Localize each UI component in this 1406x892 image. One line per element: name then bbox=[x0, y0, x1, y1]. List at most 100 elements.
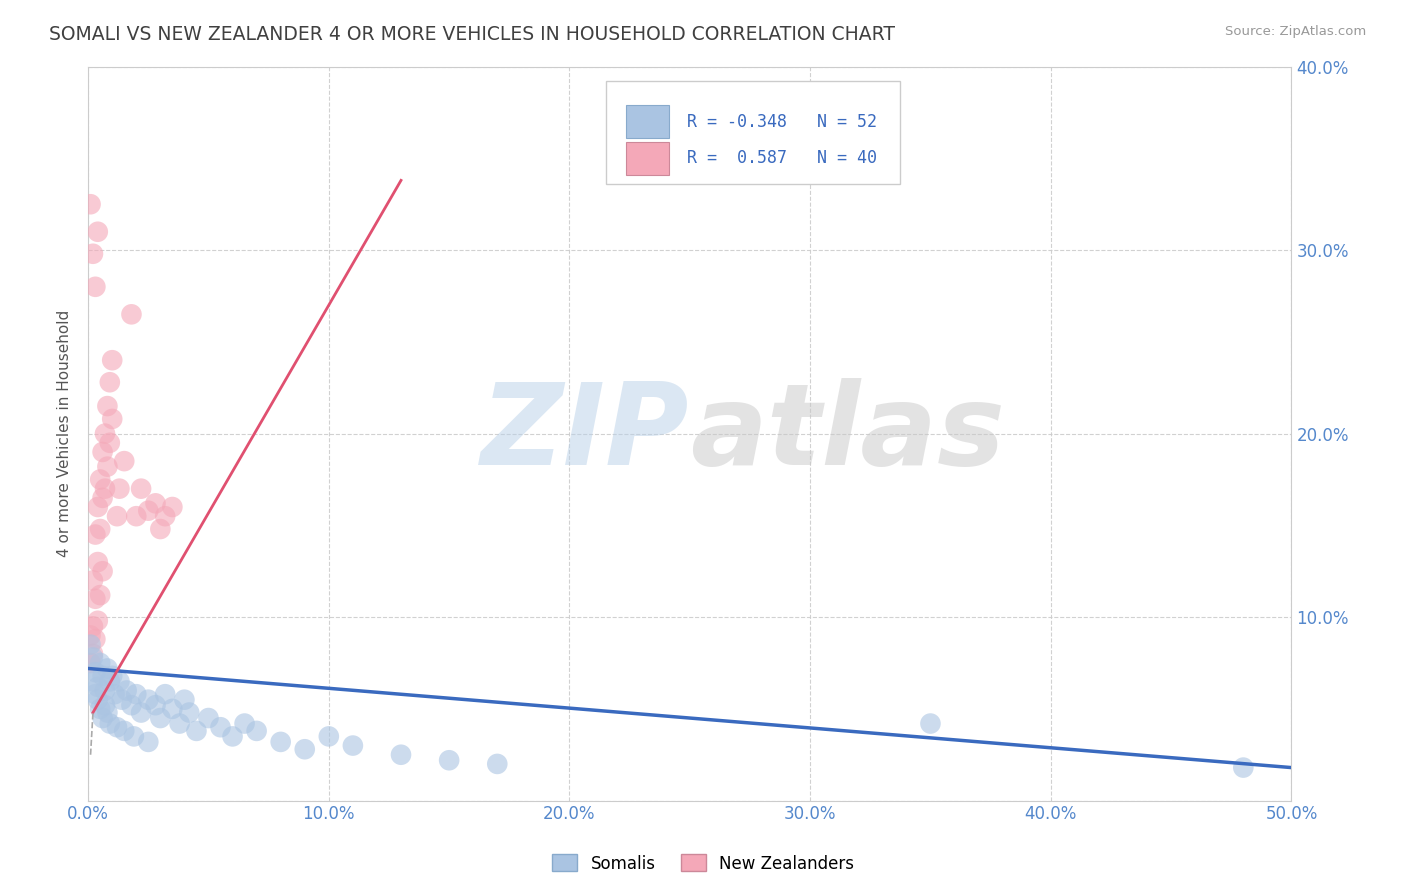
Point bbox=[89, 473, 111, 487]
FancyBboxPatch shape bbox=[606, 81, 900, 184]
Point bbox=[104, 687, 127, 701]
Point bbox=[111, 692, 134, 706]
Point bbox=[91, 711, 114, 725]
Point bbox=[115, 683, 138, 698]
Point bbox=[89, 656, 111, 670]
Point bbox=[186, 723, 208, 738]
Point bbox=[87, 680, 110, 694]
Point bbox=[91, 445, 114, 459]
Point bbox=[197, 711, 219, 725]
Point bbox=[920, 716, 942, 731]
Point bbox=[79, 197, 101, 211]
Point bbox=[84, 280, 107, 294]
Point bbox=[98, 376, 121, 390]
Point bbox=[153, 687, 176, 701]
Point bbox=[105, 509, 128, 524]
Point bbox=[162, 702, 184, 716]
Point bbox=[87, 555, 110, 569]
Legend: Somalis, New Zealanders: Somalis, New Zealanders bbox=[546, 847, 860, 880]
Point bbox=[84, 591, 107, 606]
Point bbox=[87, 500, 110, 514]
Point bbox=[318, 730, 340, 744]
Point bbox=[108, 674, 131, 689]
Point bbox=[91, 491, 114, 505]
Point bbox=[82, 650, 104, 665]
Point bbox=[98, 435, 121, 450]
Point bbox=[270, 735, 292, 749]
Point bbox=[96, 706, 118, 720]
FancyBboxPatch shape bbox=[626, 105, 669, 138]
Y-axis label: 4 or more Vehicles in Household: 4 or more Vehicles in Household bbox=[58, 310, 72, 558]
Point bbox=[91, 564, 114, 578]
Point bbox=[84, 527, 107, 541]
Text: ZIP: ZIP bbox=[481, 378, 690, 489]
Point bbox=[121, 307, 143, 321]
Point bbox=[149, 711, 172, 725]
Point bbox=[1232, 761, 1254, 775]
Point bbox=[94, 683, 117, 698]
Point bbox=[105, 720, 128, 734]
Text: R =  0.587   N = 40: R = 0.587 N = 40 bbox=[688, 149, 877, 168]
Point bbox=[84, 687, 107, 701]
Point bbox=[342, 739, 364, 753]
Point bbox=[96, 459, 118, 474]
Point bbox=[94, 426, 117, 441]
Point bbox=[82, 619, 104, 633]
Point bbox=[149, 522, 172, 536]
Point bbox=[96, 399, 118, 413]
Point bbox=[486, 756, 509, 771]
Point bbox=[125, 687, 148, 701]
Point bbox=[153, 509, 176, 524]
Point bbox=[84, 665, 107, 680]
FancyBboxPatch shape bbox=[626, 142, 669, 175]
Point bbox=[82, 674, 104, 689]
Point bbox=[136, 504, 159, 518]
Point bbox=[98, 716, 121, 731]
Point bbox=[162, 500, 184, 514]
Point bbox=[125, 509, 148, 524]
Point bbox=[82, 574, 104, 588]
Point bbox=[101, 412, 124, 426]
Point bbox=[79, 656, 101, 670]
Point bbox=[101, 669, 124, 683]
Point bbox=[233, 716, 256, 731]
Point bbox=[84, 632, 107, 647]
Point bbox=[82, 247, 104, 261]
Point bbox=[94, 482, 117, 496]
Point bbox=[82, 647, 104, 661]
Point bbox=[173, 692, 195, 706]
Point bbox=[79, 628, 101, 642]
Text: SOMALI VS NEW ZEALANDER 4 OR MORE VEHICLES IN HOUSEHOLD CORRELATION CHART: SOMALI VS NEW ZEALANDER 4 OR MORE VEHICL… bbox=[49, 25, 896, 44]
Point bbox=[129, 706, 152, 720]
Point bbox=[79, 638, 101, 652]
Point bbox=[389, 747, 412, 762]
Point bbox=[89, 702, 111, 716]
Point bbox=[108, 482, 131, 496]
Point bbox=[94, 698, 117, 713]
Point bbox=[89, 522, 111, 536]
Point bbox=[169, 716, 191, 731]
Point bbox=[87, 692, 110, 706]
Point bbox=[129, 482, 152, 496]
Point bbox=[437, 753, 460, 767]
Point bbox=[121, 698, 143, 713]
Point bbox=[145, 496, 167, 510]
Text: R = -0.348   N = 52: R = -0.348 N = 52 bbox=[688, 112, 877, 130]
Point bbox=[136, 735, 159, 749]
Point bbox=[294, 742, 316, 756]
Point bbox=[96, 661, 118, 675]
Point bbox=[98, 674, 121, 689]
Point bbox=[87, 225, 110, 239]
Point bbox=[91, 669, 114, 683]
Text: atlas: atlas bbox=[690, 378, 1005, 489]
Point bbox=[209, 720, 232, 734]
Point bbox=[246, 723, 269, 738]
Point bbox=[101, 353, 124, 368]
Point bbox=[89, 588, 111, 602]
Point bbox=[179, 706, 201, 720]
Text: Source: ZipAtlas.com: Source: ZipAtlas.com bbox=[1226, 25, 1367, 38]
Point bbox=[136, 692, 159, 706]
Point bbox=[87, 614, 110, 628]
Point bbox=[122, 730, 145, 744]
Point bbox=[221, 730, 243, 744]
